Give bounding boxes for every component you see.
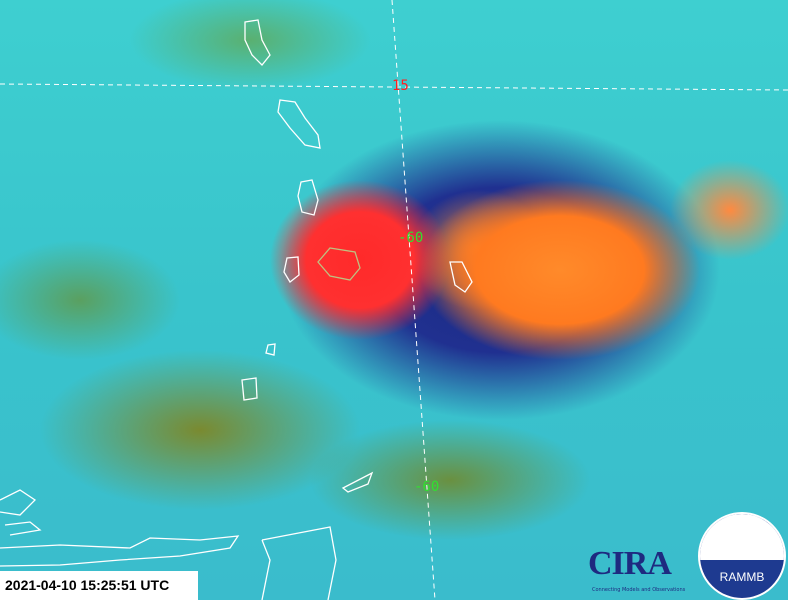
coastline-venezuela	[0, 535, 240, 567]
longitude-label-60-lower: -60	[414, 479, 440, 495]
coastlines	[0, 19, 473, 600]
coastline-st-vincent	[317, 247, 361, 281]
coastline-trinidad	[261, 526, 337, 600]
cira-tagline: Connecting Models and Observations	[592, 587, 686, 593]
coastline-martinique	[277, 99, 321, 149]
coastline-tobago	[341, 471, 374, 493]
coastline-st-lucia	[283, 256, 300, 283]
latitude-label-15: 15	[392, 78, 409, 94]
cira-logo: CIRA	[588, 545, 672, 582]
coastline-grenada	[241, 377, 258, 401]
coastline-dominica	[297, 179, 319, 216]
longitude-line-60	[391, 0, 436, 600]
rammb-logo-text: RAMMB	[719, 570, 765, 584]
coastline-grenadines	[265, 343, 276, 356]
longitude-label-60-upper: -60	[398, 230, 424, 246]
timestamp-label: 2021-04-10 15:25:51 UTC	[0, 571, 198, 600]
coastline-barbados	[449, 261, 473, 293]
coastline-west	[0, 489, 42, 536]
coastline-guadeloupe	[244, 19, 271, 66]
rammb-logo: RAMMB	[698, 512, 786, 600]
